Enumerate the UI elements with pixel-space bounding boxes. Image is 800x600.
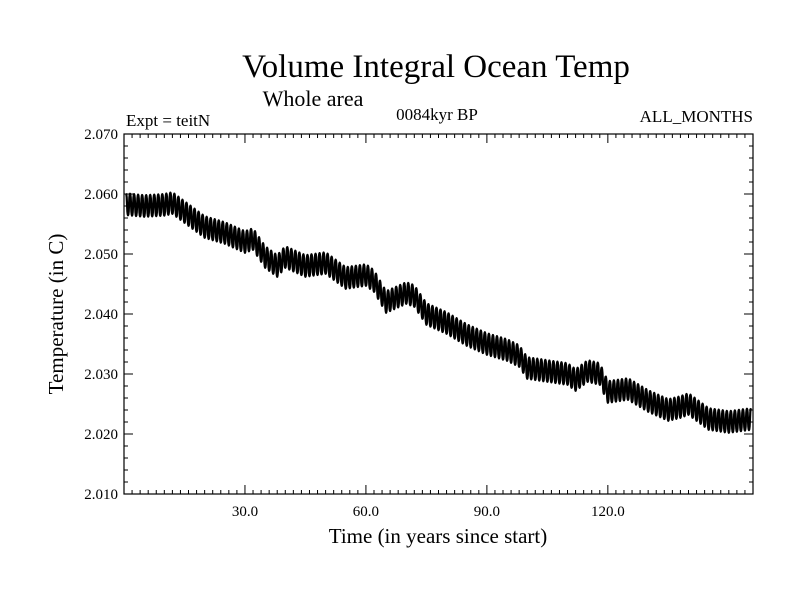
y-tick-label: 2.030 (84, 367, 118, 383)
y-axis-label: Temperature (in C) (44, 234, 68, 395)
series-line (124, 191, 753, 434)
plot-frame (123, 133, 754, 495)
y-tick-label: 2.070 (84, 127, 118, 143)
y-tick-label: 2.020 (84, 427, 118, 443)
x-tick-label: 60.0 (353, 504, 379, 520)
y-tick-label: 2.010 (84, 487, 118, 503)
y-tick-label: 2.060 (84, 187, 118, 203)
x-tick-label: 30.0 (232, 504, 258, 520)
axis-ticks: 30.0 60.0 90.0 120.0 2.010 2.020 2.030 2.040 2.0… (84, 127, 753, 520)
months-label: ALL_MONTHS (640, 107, 753, 126)
period-label: 0084kyr BP (396, 105, 478, 124)
experiment-label: Expt = teitN (126, 111, 210, 130)
chart-title: Volume Integral Ocean Temp (242, 49, 630, 85)
y-tick-label: 2.050 (84, 247, 118, 263)
x-axis-label: Time (in years since start) (329, 524, 548, 548)
x-tick-label: 90.0 (474, 504, 500, 520)
x-tick-label: 120.0 (591, 504, 625, 520)
chart-subtitle: Whole area (263, 86, 364, 111)
y-tick-label: 2.040 (84, 307, 118, 323)
series-group (124, 191, 753, 434)
